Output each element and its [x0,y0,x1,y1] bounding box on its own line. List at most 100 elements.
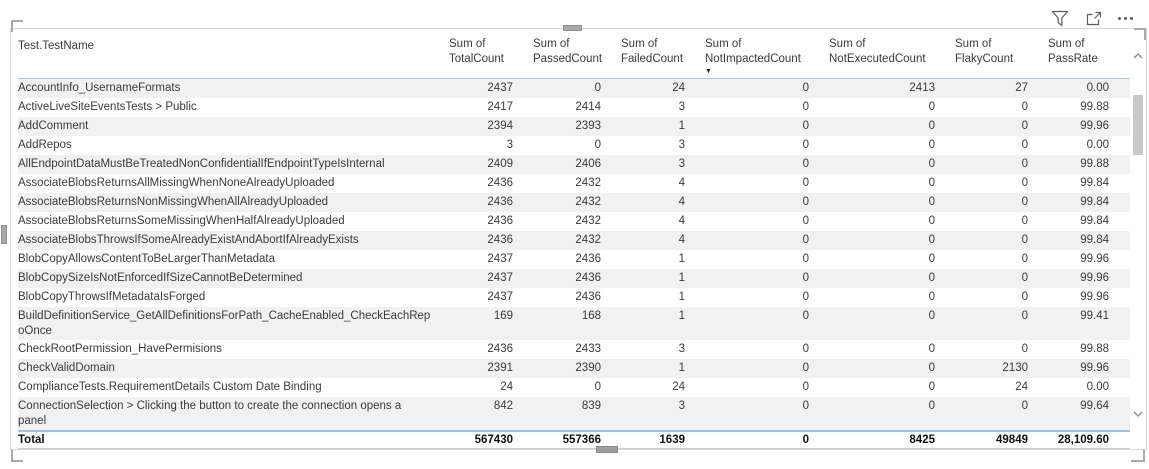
cell-testname: BuildDefinitionService_GetAllDefinitions… [18,310,431,337]
cell-failedcount: 1 [678,120,685,132]
table-row[interactable]: AccountInfo_UsernameFormats 2437 0 24 0 … [18,79,1130,98]
resize-handle-bottom-center[interactable] [596,446,618,453]
cell-flakycount: 0 [1021,272,1028,284]
more-options-icon[interactable] [1118,10,1133,27]
cell-passedcount: 0 [594,381,601,393]
cell-failedcount: 1 [678,362,685,374]
table-row[interactable]: AssociateBlobsReturnsNonMissingWhenAllAl… [18,193,1130,212]
table-row[interactable]: CheckRootPermission_HavePermisions 2436 … [18,340,1130,359]
total-failedcount: 1639 [659,434,685,446]
cell-testname: AssociateBlobsReturnsSomeMissingWhenHalf… [18,215,345,227]
cell-passedcount: 2406 [575,158,601,170]
resize-handle-left-middle[interactable] [1,225,7,244]
cell-totalcount: 2437 [487,82,513,94]
cell-notimpactedcount: 0 [802,139,809,151]
cell-testname: AssociateBlobsReturnsAllMissingWhenNoneA… [18,177,335,189]
table-total-row: Total 567430 557366 1639 0 8425 49849 28… [18,430,1130,449]
total-label: Total [18,434,45,446]
cell-flakycount: 0 [1021,158,1028,170]
cell-notexecutedcount: 0 [928,101,935,113]
table-visual[interactable]: Test.TestName Sum of TotalCount Sum of P… [10,28,1147,450]
total-passrate: 28,109.60 [1057,434,1109,446]
cell-notexecutedcount: 0 [928,139,935,151]
cell-notexecutedcount: 0 [928,158,935,170]
column-header-notexecutedcount[interactable]: Sum of NotExecutedCount [829,38,926,65]
cell-notimpactedcount: 0 [802,177,809,189]
cell-notimpactedcount: 0 [802,343,809,355]
cell-notimpactedcount: 0 [802,291,809,303]
cell-passrate: 0.00 [1086,82,1109,94]
cell-notexecutedcount: 0 [928,400,935,412]
resize-handle-top-left[interactable] [11,20,23,32]
table-row[interactable]: AddComment 2394 2393 1 0 0 0 99.96 [18,117,1130,136]
focus-mode-icon[interactable] [1085,11,1102,27]
cell-totalcount: 2394 [487,120,513,132]
resize-handle-top-center[interactable] [563,25,582,31]
cell-notexecutedcount: 0 [928,215,935,227]
table-row[interactable]: AllEndpointDataMustBeTreatedNonConfident… [18,155,1130,174]
cell-notexecutedcount: 0 [928,343,935,355]
cell-flakycount: 0 [1021,177,1028,189]
cell-passrate: 99.84 [1080,196,1109,208]
table-row[interactable]: BlobCopyAllowsContentToBeLargerThanMetad… [18,250,1130,269]
cell-notexecutedcount: 0 [928,291,935,303]
table-row[interactable]: AssociateBlobsReturnsSomeMissingWhenHalf… [18,212,1130,231]
resize-handle-bottom-left[interactable] [11,450,23,462]
column-header-notimpactedcount[interactable]: Sum of NotImpactedCount ▼ [697,29,821,78]
cell-passrate: 99.41 [1080,310,1109,322]
cell-passrate: 99.96 [1080,120,1109,132]
table-row[interactable]: CheckValidDomain 2391 2390 1 0 0 2130 99… [18,359,1130,378]
cell-failedcount: 24 [672,82,685,94]
table-row[interactable]: BlobCopyThrowsIfMetadataIsForged 2437 24… [18,288,1130,307]
table-row[interactable]: ConnectionSelection > Clicking the butto… [18,397,1130,430]
cell-testname: ConnectionSelection > Clicking the butto… [18,400,402,427]
cell-totalcount: 2417 [487,101,513,113]
cell-failedcount: 4 [678,177,685,189]
cell-notexecutedcount: 0 [928,177,935,189]
cell-totalcount: 2436 [487,343,513,355]
cell-passrate: 99.96 [1080,253,1109,265]
table-row[interactable]: BlobCopySizeIsNotEnforcedIfSizeCannotBeD… [18,269,1130,288]
cell-testname: ActiveLiveSiteEventsTests > Public [18,101,197,113]
cell-passedcount: 2432 [575,177,601,189]
cell-testname: AddRepos [18,139,72,151]
table-row[interactable]: ComplianceTests.RequirementDetails Custo… [18,378,1130,397]
column-header-testname[interactable]: Test.TestName [18,40,95,52]
table-row[interactable]: BuildDefinitionService_GetAllDefinitions… [18,307,1130,340]
cell-passedcount: 2390 [575,362,601,374]
column-header-passrate[interactable]: Sum of PassRate [1048,38,1098,65]
table-row[interactable]: ActiveLiveSiteEventsTests > Public 2417 … [18,98,1130,117]
cell-testname: AssociateBlobsThrowsIfSomeAlreadyExistAn… [18,234,359,246]
cell-passedcount: 2436 [575,272,601,284]
cell-passrate: 99.96 [1080,291,1109,303]
vertical-scrollbar[interactable] [1130,29,1146,449]
cell-notimpactedcount: 0 [802,310,809,322]
cell-totalcount: 2437 [487,272,513,284]
scrollbar-thumb[interactable] [1133,95,1143,155]
filter-icon[interactable] [1051,10,1069,27]
cell-notexecutedcount: 0 [928,272,935,284]
cell-failedcount: 24 [672,381,685,393]
cell-notimpactedcount: 0 [802,253,809,265]
cell-totalcount: 2436 [487,196,513,208]
cell-flakycount: 0 [1021,291,1028,303]
cell-notimpactedcount: 0 [802,400,809,412]
table-row[interactable]: AssociateBlobsThrowsIfSomeAlreadyExistAn… [18,231,1130,250]
column-header-flakycount[interactable]: Sum of FlakyCount [955,38,1014,65]
cell-flakycount: 0 [1021,101,1028,113]
scroll-up-icon[interactable] [1131,49,1145,63]
resize-handle-bottom-right[interactable] [1131,450,1145,462]
cell-failedcount: 1 [678,291,685,303]
cell-failedcount: 1 [678,272,685,284]
column-header-totalcount[interactable]: Sum of TotalCount [449,38,504,65]
cell-passrate: 99.64 [1080,400,1109,412]
table-row[interactable]: AssociateBlobsReturnsAllMissingWhenNoneA… [18,174,1130,193]
cell-passrate: 99.84 [1080,177,1109,189]
table-row[interactable]: AddRepos 3 0 3 0 0 0 0.00 [18,136,1130,155]
cell-notimpactedcount: 0 [802,82,809,94]
column-header-passedcount[interactable]: Sum of PassedCount [533,38,603,65]
cell-passedcount: 2432 [575,234,601,246]
resize-handle-top-right[interactable] [1134,28,1146,40]
column-header-failedcount[interactable]: Sum of FailedCount [621,38,684,65]
scroll-down-icon[interactable] [1131,407,1145,421]
